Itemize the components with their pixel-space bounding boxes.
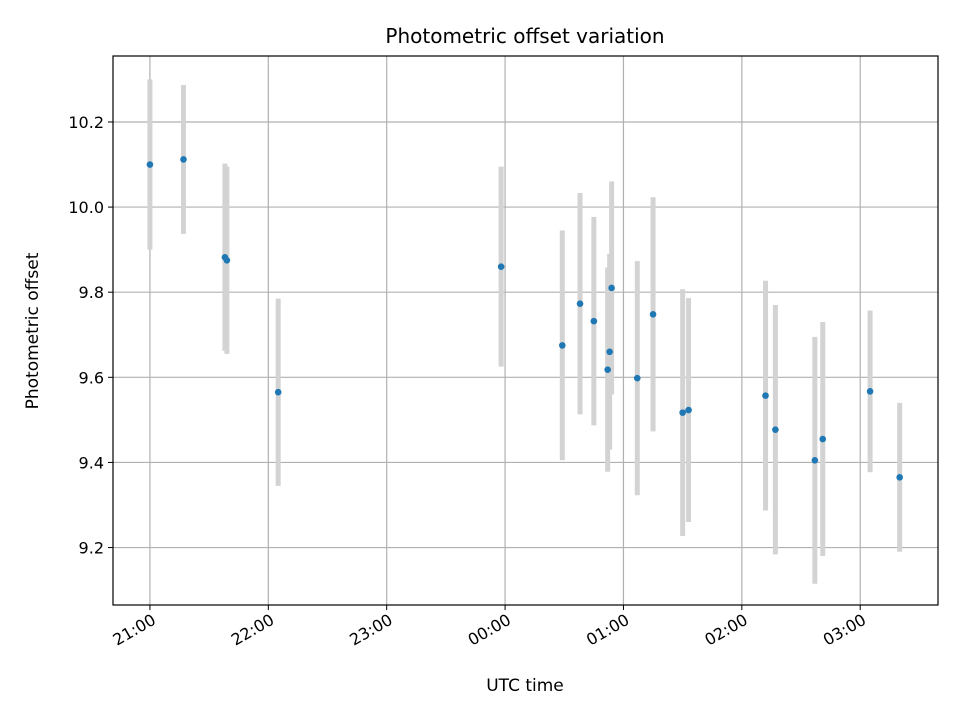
y-tick-label: 9.8 bbox=[79, 283, 104, 302]
data-point bbox=[649, 311, 657, 318]
data-point bbox=[604, 366, 611, 373]
data-point bbox=[608, 284, 615, 292]
data-point bbox=[819, 435, 827, 443]
y-tick-label: 9.6 bbox=[79, 368, 104, 387]
y-axis-ticks: 9.2 9.4 9.6 9.8 10.0 10.2 bbox=[68, 113, 113, 558]
data-point bbox=[685, 406, 692, 414]
data-point bbox=[180, 156, 187, 163]
data-point bbox=[866, 388, 874, 395]
data-point bbox=[772, 426, 779, 433]
data-point bbox=[146, 161, 154, 168]
data-point bbox=[679, 409, 686, 416]
data-point bbox=[223, 256, 231, 264]
x-axis-label: UTC time bbox=[486, 676, 564, 696]
data-point bbox=[633, 374, 641, 382]
y-tick-label: 9.4 bbox=[79, 453, 104, 472]
grid bbox=[113, 56, 938, 605]
y-tick-label: 10.2 bbox=[68, 113, 104, 132]
data-point bbox=[590, 317, 598, 325]
data-point bbox=[558, 342, 566, 349]
data-point bbox=[896, 474, 903, 481]
data-point bbox=[576, 300, 584, 307]
data-point bbox=[606, 348, 613, 356]
data-points bbox=[146, 156, 903, 481]
data-point bbox=[274, 388, 282, 396]
data-point bbox=[497, 263, 505, 270]
plot-frame bbox=[112, 55, 939, 606]
data-point bbox=[762, 392, 769, 399]
y-tick-label: 9.2 bbox=[79, 539, 104, 558]
y-axis-label: Photometric offset bbox=[23, 252, 43, 409]
y-tick-label: 10.0 bbox=[68, 198, 104, 217]
data-point bbox=[811, 457, 819, 464]
chart-title: Photometric offset variation bbox=[385, 24, 664, 48]
